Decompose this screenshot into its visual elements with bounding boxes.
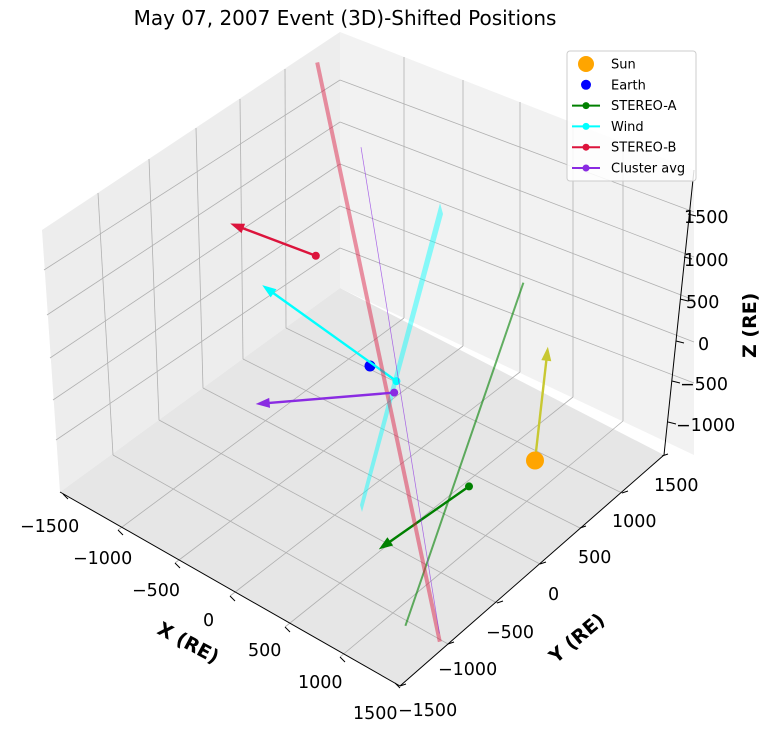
y-tick-label: −500 [486,623,534,643]
y-axis-label: Y (RE) [544,609,609,669]
y-ticks [399,453,669,687]
wind-shock-plane [360,203,443,512]
cluster-avg-point [390,388,399,397]
wind-vector-arrowhead [262,285,277,298]
x-ticks [62,493,401,689]
legend-label-sun: Sun [611,58,636,73]
z-axis-label: Z (RE) [739,293,761,358]
x-tick-label: 500 [248,641,281,661]
legend: Sun Earth STEREO-A Wind STEREO-B Cluster avg [566,50,697,182]
cluster-avg-shock-normal-line [360,147,440,634]
x-tick-label: −1500 [20,517,79,537]
sun-vector-line [533,352,549,461]
legend-marker-stereo-a [582,102,590,110]
stereo-a-vector-line [383,485,470,547]
x-tick-label: 1000 [298,673,343,693]
legend-label-stereo-b: STEREO-B [611,141,676,156]
y-tick-label: −1500 [398,701,457,721]
z-axis-line [663,169,695,456]
y-tick-label: 500 [578,548,611,568]
stereo-b-vector-arrowhead [230,223,246,234]
stereo-b-point [311,251,320,260]
legend-label-wind: Wind [611,120,644,135]
data-marks [230,62,552,643]
left-pane [42,32,340,492]
legend-label-stereo-a: STEREO-A [611,99,677,114]
x-tick-label: 1500 [353,704,398,724]
axis-lines [59,169,695,687]
wind-vector-line [266,287,398,383]
legend-marker-wind [582,122,590,130]
z-tick-label: −1000 [676,416,735,436]
x-tick-label: −1000 [73,549,132,569]
y-tick-label: 1500 [654,476,699,496]
x-tick-labels: −1500 −1000 −500 0 500 1000 1500 [20,517,398,724]
sun-point [526,451,544,470]
stereo-a-point [465,482,473,491]
y-tick-label: −1000 [438,660,497,680]
z-tick-label: 1000 [684,251,729,271]
legend-marker-cluster-avg [582,164,590,172]
y-tick-labels: −1500 −1000 −500 0 500 1000 1500 [398,476,699,721]
stereo-b-vector-line [235,224,317,257]
legend-label-cluster-avg: Cluster avg [611,162,685,177]
z-ticks [667,213,697,425]
legend-label-earth: Earth [611,78,646,93]
y-tick-label: 1000 [612,512,657,532]
stereo-a-vector-arrowhead [378,537,394,550]
z-tick-label: 500 [686,293,719,313]
cluster-avg-vector-arrowhead [255,397,271,408]
grid-lines [43,57,695,658]
legend-marker-stereo-b [582,143,590,151]
x-axis-line [59,491,401,687]
x-tick-label: 0 [203,611,214,631]
legend-marker-earth [581,79,591,90]
x-tick-label: −500 [132,581,180,601]
cluster-avg-vector-line [261,391,395,405]
y-tick-label: 0 [548,585,559,605]
chart-title: May 07, 2007 Event (3D)-Shifted Position… [134,6,557,30]
sun-vector-arrowhead [541,346,552,362]
z-tick-label: −500 [680,375,728,395]
y-axis-line [399,454,665,687]
legend-marker-sun [578,56,594,72]
stereo-b-shock-normal-line [315,62,442,643]
z-tick-labels: −1000 −500 0 500 1000 1500 [676,208,735,436]
stereo-a-shock-normal-line [404,282,525,627]
z-tick-label: 1500 [684,208,729,228]
z-tick-label: 0 [698,335,709,355]
